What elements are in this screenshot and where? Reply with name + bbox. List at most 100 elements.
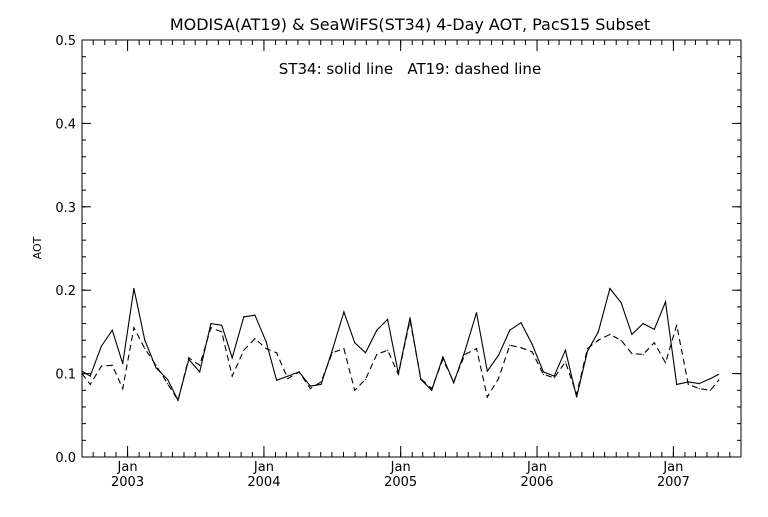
data-point-st34: [81, 370, 83, 372]
data-point-st34: [409, 317, 411, 319]
data-point-st34: [597, 331, 599, 333]
data-point-st34: [531, 343, 533, 346]
data-point-at19: [409, 319, 411, 321]
x-tick-year-label: 2006: [520, 475, 553, 490]
data-point-at19: [100, 365, 103, 367]
data-point-st34: [717, 373, 720, 376]
data-point-at19: [464, 353, 466, 356]
data-point-at19: [676, 324, 678, 326]
data-point-at19: [364, 378, 367, 381]
x-tick-year-label: 2004: [247, 475, 280, 490]
data-point-st34: [698, 383, 700, 385]
data-point-st34: [166, 378, 169, 381]
data-point-st34: [576, 396, 578, 398]
x-tick-month-label: Jan: [662, 460, 683, 475]
data-point-st34: [100, 345, 103, 347]
data-point-st34: [144, 339, 146, 341]
data-point-at19: [486, 396, 488, 398]
y-tick-label: 0.4: [55, 117, 76, 132]
data-point-at19: [497, 378, 500, 380]
data-point-st34: [276, 379, 278, 381]
x-tick-month-label: Jan: [526, 460, 547, 475]
data-point-st34: [243, 316, 245, 318]
data-point-at19: [531, 351, 533, 353]
data-point-at19: [243, 349, 245, 351]
data-point-at19: [265, 347, 267, 350]
data-point-at19: [177, 399, 179, 401]
data-point-at19: [631, 352, 633, 355]
data-point-st34: [89, 375, 91, 377]
data-point-st34: [709, 378, 711, 380]
y-tick-label: 0.5: [55, 34, 76, 49]
data-point-at19: [586, 347, 589, 350]
data-point-at19: [431, 388, 433, 390]
data-point-at19: [287, 378, 289, 380]
data-point-at19: [597, 339, 599, 341]
data-point-at19: [709, 389, 711, 391]
data-point-st34: [231, 357, 233, 359]
data-point-st34: [376, 329, 378, 331]
data-point-at19: [509, 344, 511, 346]
data-point-st34: [586, 350, 589, 352]
data-point-st34: [486, 370, 488, 372]
data-point-at19: [199, 364, 201, 366]
data-point-at19: [520, 347, 522, 349]
data-point-at19: [386, 349, 389, 351]
data-point-at19: [276, 352, 278, 354]
data-point-at19: [221, 331, 223, 333]
data-point-at19: [442, 358, 444, 361]
data-point-at19: [717, 379, 720, 381]
data-point-st34: [631, 333, 633, 336]
data-point-st34: [287, 375, 289, 377]
data-point-st34: [265, 341, 267, 343]
data-point-at19: [81, 373, 83, 375]
data-point-st34: [464, 350, 466, 352]
data-point-at19: [231, 375, 233, 377]
data-point-st34: [676, 383, 678, 386]
data-point-at19: [122, 388, 124, 390]
y-axis-label: AOT: [31, 236, 44, 259]
data-point-st34: [642, 322, 644, 325]
series-line-st34: [81, 287, 719, 402]
data-point-st34: [520, 322, 522, 324]
x-tick-year-label: 2003: [111, 475, 144, 490]
data-point-at19: [166, 383, 169, 385]
data-point-st34: [475, 312, 478, 314]
data-point-at19: [397, 373, 400, 376]
data-point-st34: [111, 329, 113, 331]
data-point-st34: [122, 362, 124, 365]
data-point-at19: [664, 362, 667, 364]
line-style-annotation: ST34: solid line AT19: dashed line: [279, 60, 541, 78]
data-point-at19: [320, 381, 322, 383]
data-point-st34: [497, 354, 500, 356]
data-point-st34: [199, 371, 201, 373]
x-tick-year-label: 2005: [384, 475, 417, 490]
y-tick-label: 0.0: [55, 451, 76, 466]
data-point-at19: [475, 347, 478, 350]
data-point-st34: [553, 375, 555, 377]
data-point-st34: [509, 329, 511, 331]
data-point-at19: [542, 373, 544, 376]
data-point-st34: [420, 378, 422, 381]
data-point-at19: [331, 352, 333, 354]
data-point-at19: [254, 337, 256, 340]
series-group: [81, 287, 720, 402]
data-point-at19: [298, 371, 300, 373]
series-line-at19: [81, 320, 720, 402]
data-point-at19: [144, 347, 146, 350]
data-point-at19: [553, 377, 555, 379]
y-tick-label: 0.2: [55, 284, 76, 299]
data-point-st34: [386, 318, 389, 320]
data-point-st34: [343, 311, 345, 313]
data-point-at19: [564, 361, 567, 363]
data-point-st34: [609, 287, 611, 290]
data-point-st34: [254, 314, 256, 316]
data-point-st34: [309, 385, 311, 387]
data-point-st34: [453, 382, 455, 384]
plot-frame: [81, 39, 742, 458]
data-point-at19: [133, 327, 135, 329]
data-point-at19: [376, 353, 378, 356]
data-point-at19: [89, 383, 91, 386]
